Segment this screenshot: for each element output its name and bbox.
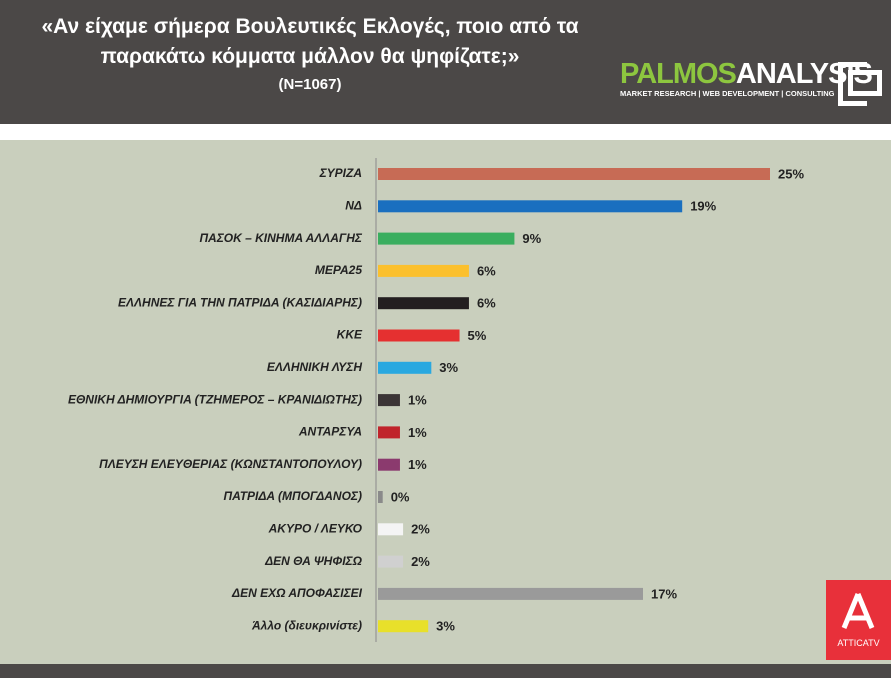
tv-logo-text: ATTICATV: [826, 638, 891, 648]
value-label: 9%: [522, 231, 541, 246]
category-label: ΑΚΥΡΟ / ΛΕΥΚΟ: [268, 521, 363, 535]
tv-text: ATTICA: [837, 638, 869, 648]
value-label: 1%: [408, 425, 427, 440]
plot-background: [0, 140, 891, 664]
bar: [378, 587, 643, 600]
chart-subtitle: (N=1067): [278, 76, 342, 93]
category-label: ΠΑΤΡΙΔΑ (ΜΠΟΓΔΑΝΟΣ): [224, 489, 362, 503]
value-label: 0%: [391, 489, 410, 504]
tv-text: TV: [868, 638, 880, 648]
value-label: 6%: [477, 263, 496, 278]
category-label: ΝΔ: [345, 198, 362, 212]
logo-shape: [848, 70, 882, 96]
value-label: 2%: [411, 554, 430, 569]
value-label: 3%: [436, 619, 455, 634]
bar: [378, 523, 404, 536]
bar: [378, 620, 429, 633]
bar: [378, 168, 770, 180]
value-label: 6%: [477, 296, 496, 311]
bar: [378, 458, 400, 471]
category-label: ΠΛΕΥΣΗ ΕΛΕΥΘΕΡΙΑΣ (ΚΩΝΣΤΑΝΤΟΠΟΥΛΟΥ): [99, 457, 362, 471]
bar: [378, 555, 404, 568]
bar: [378, 232, 515, 245]
bar: [378, 361, 432, 374]
value-label: 25%: [778, 166, 804, 181]
bar: [378, 329, 460, 342]
category-label: Άλλο (διευκρινίστε): [251, 618, 362, 632]
bar: [378, 426, 400, 439]
tv-logo: ATTICATV: [826, 580, 891, 660]
category-label: ΑΝΤΑΡΣΥΑ: [298, 425, 362, 439]
category-label: ΠΑΣΟΚ – ΚΙΝΗΜΑ ΑΛΛΑΓΗΣ: [199, 231, 362, 245]
value-label: 17%: [651, 586, 677, 601]
header: «Αν είχαμε σήμερα Βουλευτικές Εκλογές, π…: [0, 0, 891, 124]
value-label: 2%: [411, 522, 430, 537]
brand-tagline: MARKET RESEARCH | WEB DEVELOPMENT | CONS…: [620, 89, 835, 98]
bar: [378, 297, 469, 310]
tv-logo-mark: [841, 593, 875, 629]
category-label: ΕΛΛΗΝΕΣ ΓΙΑ ΤΗΝ ΠΑΤΡΙΔΑ (ΚΑΣΙΔΙΑΡΗΣ): [118, 295, 362, 309]
category-label: ΔΕΝ ΕΧΩ ΑΠΟΦΑΣΙΣΕΙ: [231, 586, 363, 600]
brand-part: PALMOS: [620, 58, 737, 90]
value-label: 5%: [468, 328, 487, 343]
value-label: 1%: [408, 457, 427, 472]
bar: [378, 200, 683, 213]
value-label: 1%: [408, 393, 427, 408]
value-label: 19%: [690, 199, 716, 214]
category-label: ΚΚΕ: [337, 328, 363, 342]
logo-shape: [838, 62, 867, 106]
category-label: ΜΕΡΑ25: [315, 263, 362, 277]
bar: [378, 491, 383, 503]
value-label: 3%: [439, 360, 458, 375]
category-label: ΕΛΛΗΝΙΚΗ ΛΥΣΗ: [267, 360, 363, 374]
chart-title: «Αν είχαμε σήμερα Βουλευτικές Εκλογές, π…: [41, 15, 579, 68]
category-label: ΣΥΡΙΖΑ: [319, 166, 362, 180]
bar: [378, 264, 469, 277]
category-label: ΔΕΝ ΘΑ ΨΗΦΙΣΩ: [264, 554, 363, 568]
bar: [378, 394, 400, 407]
category-label: ΕΘΝΙΚΗ ΔΗΜΙΟΥΡΓΙΑ (ΤΖΗΜΕΡΟΣ – ΚΡΑΝΙΔΙΩΤΗ…: [68, 392, 362, 406]
footer-bar: [0, 664, 891, 678]
